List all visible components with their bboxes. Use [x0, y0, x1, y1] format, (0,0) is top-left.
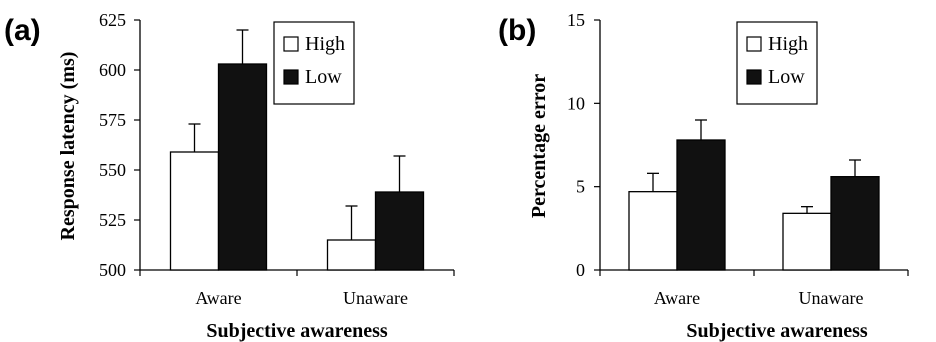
- bar-low-aware: [217, 63, 268, 271]
- y-tick-label: 625: [99, 10, 126, 30]
- y-tick-label: 525: [99, 210, 126, 230]
- x-tick-label: Aware: [195, 288, 241, 308]
- y-tick-label: 5: [576, 177, 585, 197]
- bar-high-unaware: [782, 212, 832, 271]
- legend-label-high: High: [305, 33, 345, 55]
- bar-low-aware: [676, 139, 726, 271]
- x-tick-label: Unaware: [799, 288, 864, 308]
- y-axis-title-b: Percentage error: [528, 74, 550, 218]
- y-tick-label: 0: [576, 260, 585, 280]
- legend-label-low: Low: [305, 66, 342, 88]
- legend-box: [736, 21, 818, 105]
- panel-label-a: (a): [4, 14, 41, 47]
- y-tick-label: 575: [99, 110, 126, 130]
- y-axis-title-a: Response latency (ms): [57, 52, 79, 241]
- y-tick-label: 500: [99, 260, 126, 280]
- legend-swatch-low: [283, 69, 299, 85]
- y-tick-label: 550: [99, 160, 126, 180]
- panel-b: (b) Percentage error Subjective awarenes…: [498, 10, 909, 342]
- legend-box: [273, 21, 355, 105]
- legend-swatch-high: [283, 36, 299, 52]
- x-axis-title-b: Subjective awareness: [686, 320, 867, 342]
- x-tick-label: Aware: [654, 288, 700, 308]
- y-tick-label: 600: [99, 60, 126, 80]
- bar-high-aware: [169, 151, 220, 271]
- legend-swatch-high: [746, 36, 762, 52]
- panel-a: (a) Response latency (ms) Subjective awa…: [4, 10, 455, 342]
- bar-high-unaware: [326, 239, 377, 271]
- bar-low-unaware: [830, 176, 880, 271]
- x-axis-title-a: Subjective awareness: [206, 320, 387, 342]
- y-tick-label: 10: [567, 93, 585, 113]
- panel-label-b: (b): [498, 14, 536, 47]
- legend-label-high: High: [768, 33, 808, 55]
- x-tick-label: Unaware: [343, 288, 408, 308]
- bar-high-aware: [628, 191, 678, 271]
- legend-swatch-low: [746, 69, 762, 85]
- y-tick-label: 15: [567, 10, 585, 30]
- legend-label-low: Low: [768, 66, 805, 88]
- bar-low-unaware: [374, 191, 425, 271]
